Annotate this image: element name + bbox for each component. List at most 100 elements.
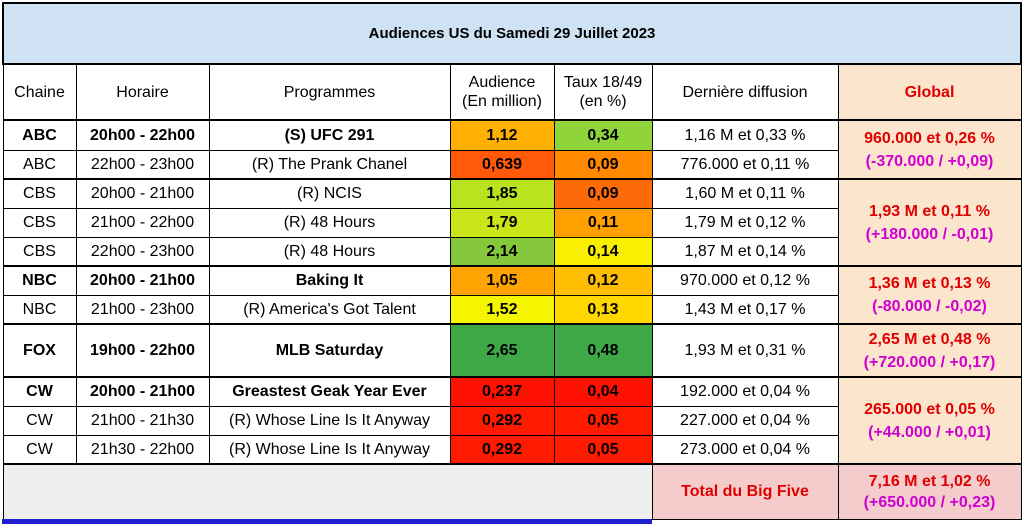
cell-audience: 1,05 [449, 265, 555, 296]
cell-horaire: 21h00 - 22h00 [75, 207, 210, 238]
cell-programme: (R) 48 Hours [208, 236, 451, 267]
table-row: ABC 22h00 - 23h00 (R) The Prank Chanel 0… [2, 149, 1021, 180]
table-row: CBS 21h00 - 22h00 (R) 48 Hours 1,79 0,11… [2, 207, 1021, 238]
global-fox: 2,65 M et 0,48 % (+720.000 / +0,17) [837, 323, 1022, 378]
cell-derniere-diffusion: 227.000 et 0,04 % [651, 405, 839, 436]
total-value: 7,16 M et 1,02 % (+650.000 / +0,23) [837, 463, 1022, 520]
cell-horaire: 22h00 - 23h00 [75, 236, 210, 267]
header-audience-line1: Audience [468, 74, 536, 91]
header-chaine: Chaine [2, 63, 77, 121]
cell-horaire: 21h00 - 23h00 [75, 294, 210, 325]
header-taux-line2: (en %) [579, 93, 627, 110]
cell-derniere-diffusion: 192.000 et 0,04 % [651, 376, 839, 407]
cell-taux: 0,09 [553, 149, 653, 180]
header-programmes: Programmes [208, 63, 451, 121]
table-row: NBC 21h00 - 23h00 (R) America's Got Tale… [2, 294, 1021, 325]
table-row: CW 20h00 - 21h00 Greastest Geak Year Eve… [2, 376, 1022, 465]
cell-programme: (S) UFC 291 [208, 119, 451, 151]
cell-horaire: 21h00 - 21h30 [75, 405, 210, 436]
cell-horaire: 20h00 - 22h00 [75, 119, 210, 151]
cell-audience: 1,52 [449, 294, 555, 325]
cell-taux: 0,04 [553, 376, 653, 407]
cell-audience: 2,65 [449, 323, 555, 378]
table-row: ABC 20h00 - 22h00 (S) UFC 291 1,12 0,34 … [2, 119, 1022, 180]
global-cbs: 1,93 M et 0,11 % (+180.000 / -0,01) [837, 178, 1022, 267]
total-line2: (+650.000 / +0,23) [863, 493, 996, 511]
cell-chaine: CBS [2, 178, 77, 209]
table-row: CBS 22h00 - 23h00 (R) 48 Hours 2,14 0,14… [2, 236, 1021, 267]
header-derniere-diffusion: Dernière diffusion [651, 63, 839, 121]
cell-taux: 0,11 [553, 207, 653, 238]
cell-derniere-diffusion: 273.000 et 0,04 % [651, 434, 839, 465]
total-line1: 7,16 M et 1,02 % [868, 472, 991, 490]
cell-horaire: 20h00 - 21h00 [75, 265, 210, 296]
global-cw-line2: (+44.000 / +0,01) [868, 423, 991, 441]
global-abc-line1: 960.000 et 0,26 % [864, 129, 995, 147]
total-blank-cell [2, 463, 653, 520]
cell-programme: (R) NCIS [208, 178, 451, 209]
cell-chaine: FOX [2, 323, 77, 378]
table-title: Audiences US du Samedi 29 Juillet 2023 [2, 2, 1022, 65]
cell-taux: 0,14 [553, 236, 653, 267]
cell-derniere-diffusion: 776.000 et 0,11 % [651, 149, 839, 180]
global-abc: 960.000 et 0,26 % (-370.000 / +0,09) [837, 119, 1022, 180]
cell-derniere-diffusion: 1,16 M et 0,33 % [651, 119, 839, 151]
global-nbc: 1,36 M et 0,13 % (-80.000 / -0,02) [837, 265, 1022, 325]
global-nbc-line2: (-80.000 / -0,02) [872, 298, 987, 315]
header-horaire: Horaire [75, 63, 210, 121]
table-row: FOX 19h00 - 22h00 MLB Saturday 2,65 0,48… [2, 323, 1022, 378]
cell-audience: 0,237 [449, 376, 555, 407]
global-cw: 265.000 et 0,05 % (+44.000 / +0,01) [837, 376, 1022, 465]
cell-programme: (R) Whose Line Is It Anyway [208, 405, 451, 436]
cell-horaire: 20h00 - 21h00 [75, 178, 210, 209]
cell-derniere-diffusion: 1,93 M et 0,31 % [651, 323, 839, 378]
cell-chaine: ABC [2, 119, 77, 151]
cell-chaine: ABC [2, 149, 77, 180]
global-fox-line1: 2,65 M et 0,48 % [868, 330, 991, 348]
cell-derniere-diffusion: 1,87 M et 0,14 % [651, 236, 839, 267]
cell-chaine: CBS [2, 236, 77, 267]
cell-derniere-diffusion: 1,60 M et 0,11 % [651, 178, 839, 209]
global-cbs-line2: (+180.000 / -0,01) [865, 225, 994, 243]
cell-audience: 1,12 [449, 119, 555, 151]
table-row: NBC 20h00 - 21h00 Baking It 1,05 0,12 97… [2, 265, 1022, 325]
cell-programme: (R) America's Got Talent [208, 294, 451, 325]
cell-chaine: CW [2, 405, 77, 436]
total-row: Total du Big Five 7,16 M et 1,02 % (+650.… [2, 463, 1022, 520]
cell-audience: 1,85 [449, 178, 555, 209]
cell-audience: 0,292 [449, 434, 555, 465]
cell-programme: MLB Saturday [208, 323, 451, 378]
header-taux: Taux 18/49 (en %) [553, 63, 653, 121]
cell-taux: 0,34 [553, 119, 653, 151]
cell-taux: 0,13 [553, 294, 653, 325]
cell-chaine: CW [2, 434, 77, 465]
cell-audience: 2,14 [449, 236, 555, 267]
cell-derniere-diffusion: 1,79 M et 0,12 % [651, 207, 839, 238]
cell-programme: (R) Whose Line Is It Anyway [208, 434, 451, 465]
cell-chaine: CW [2, 376, 77, 407]
global-nbc-line1: 1,36 M et 0,13 % [868, 275, 991, 292]
cell-horaire: 21h30 - 22h00 [75, 434, 210, 465]
cell-chaine: NBC [2, 294, 77, 325]
cell-taux: 0,48 [553, 323, 653, 378]
cell-horaire: 20h00 - 21h00 [75, 376, 210, 407]
cell-audience: 0,639 [449, 149, 555, 180]
header-row: Chaine Horaire Programmes Audience (En mi… [2, 63, 1022, 121]
cell-derniere-diffusion: 970.000 et 0,12 % [651, 265, 839, 296]
cell-programme: Baking It [208, 265, 451, 296]
header-taux-line1: Taux 18/49 [563, 74, 643, 91]
header-global: Global [837, 63, 1022, 121]
total-label: Total du Big Five [651, 463, 839, 520]
bottom-blue-bar [2, 519, 652, 524]
header-audience-line2: (En million) [461, 93, 542, 110]
cell-programme: Greastest Geak Year Ever [208, 376, 451, 407]
global-cw-line1: 265.000 et 0,05 % [864, 400, 995, 418]
cell-horaire: 19h00 - 22h00 [75, 323, 210, 378]
cell-audience: 0,292 [449, 405, 555, 436]
global-fox-line2: (+720.000 / +0,17) [863, 353, 996, 371]
cell-chaine: CBS [2, 207, 77, 238]
cell-taux: 0,09 [553, 178, 653, 209]
table-row: CW 21h30 - 22h00 (R) Whose Line Is It An… [2, 434, 1021, 465]
